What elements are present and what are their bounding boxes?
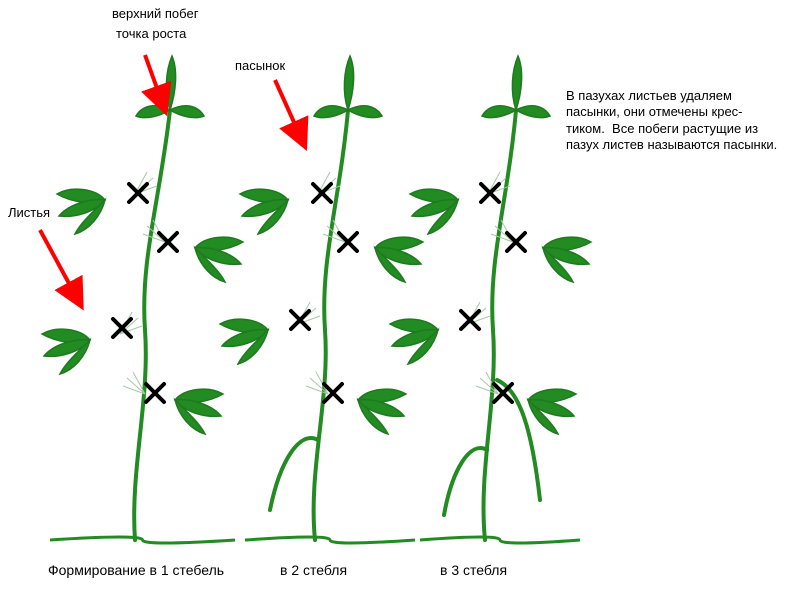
label-side-shoot: пасынок	[235, 58, 285, 73]
plant-1	[42, 56, 243, 543]
arrow-top	[145, 55, 163, 105]
label-growth-point: точка роста	[116, 26, 186, 41]
arrow-leaves	[40, 230, 78, 300]
caption-1: Формирование в 1 стебель	[48, 562, 224, 578]
caption-3: в 3 стебля	[440, 562, 507, 578]
arrow-shoot	[275, 80, 302, 140]
description-paragraph: В пазухах листьев удаляем пасынки, они о…	[566, 88, 784, 153]
label-top-shoot: верхний побег	[112, 6, 198, 21]
caption-2: в 2 стебля	[280, 562, 347, 578]
plant-3	[390, 56, 591, 543]
label-leaves: Листья	[8, 205, 50, 220]
plant-2	[220, 56, 423, 543]
diagram-canvas: верхний побег точка роста Листья пасынок…	[0, 0, 800, 600]
